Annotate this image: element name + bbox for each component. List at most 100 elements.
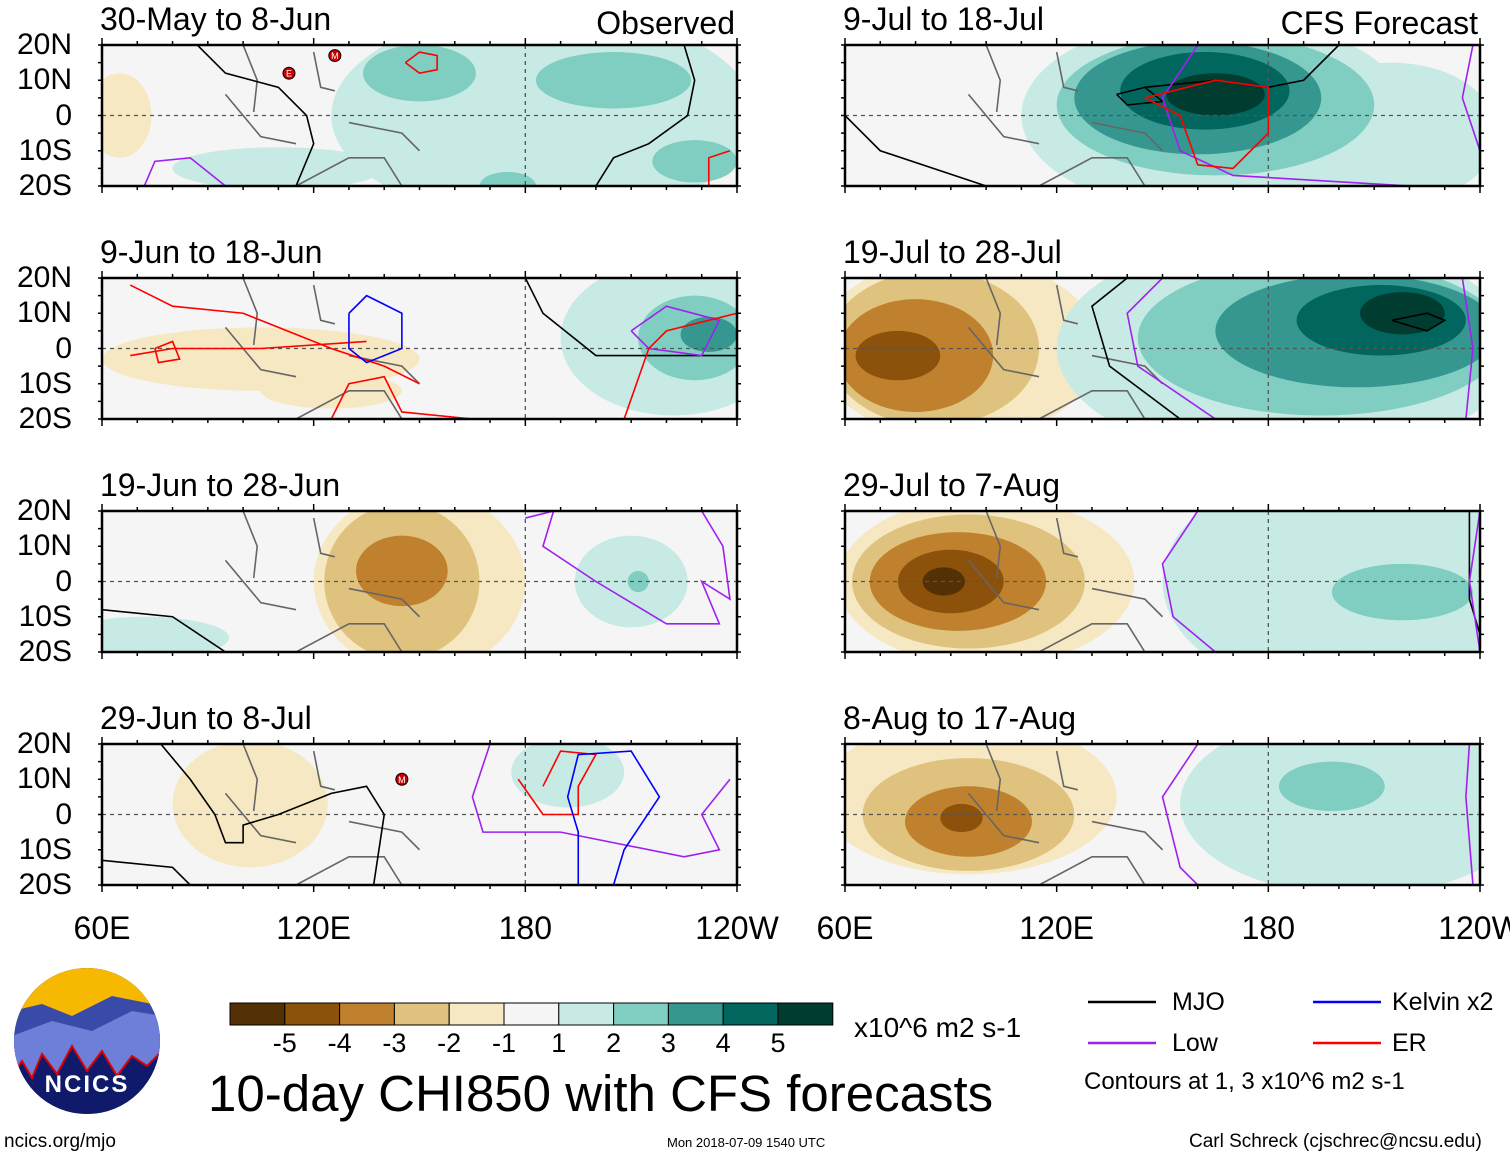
mjo-contour [1116,86,1165,106]
lon-label: 120E [1019,910,1095,946]
low-contour [471,744,731,858]
lat-label: 0 [55,797,72,831]
colorbar-label: -1 [491,1028,517,1058]
er-contour [1144,79,1270,170]
anomaly-region [1180,744,1480,885]
anomaly-region [1360,292,1445,335]
lat-label: 10N [16,296,72,330]
colorbar-label: -5 [272,1028,297,1058]
colorbar-swatch [284,1002,341,1026]
colorbar-swatch [667,1002,724,1026]
anomaly-region [855,330,941,381]
coastline [967,278,1164,419]
er-contour [129,284,420,385]
mjo-contour [1468,511,1480,635]
lon-label: 120W [695,910,779,946]
kel-contour [348,294,403,364]
colorbar-swatch [558,1002,615,1026]
lat-label: 20S [18,635,72,668]
lat-label: 20S [18,402,72,435]
panel-title: 8-Aug to 17-Aug [843,700,1077,736]
legend-kelvin-label: Kelvin x2 [1392,988,1494,1016]
colorbar-label: 2 [606,1028,622,1058]
colorbar-swatch [722,1002,779,1026]
low-contour [1468,511,1480,652]
panel-title: 29-Jun to 8-Jul [100,700,312,736]
lat-label: 10N [16,529,72,563]
colorbar-swatch [229,1002,286,1026]
ncics-logo: NCICS [12,966,162,1116]
map-panel-right-1 [841,271,1484,426]
anomaly-region [356,535,448,607]
anomaly-region [511,744,625,808]
coastline [224,45,421,186]
storm-marker-label: M [331,51,339,61]
low-contour [143,156,226,186]
lon-label: 60E [73,910,131,946]
coastline [967,511,1164,652]
colorbar-label: 4 [715,1028,731,1058]
coastline [967,45,1164,186]
er-contour [154,340,181,364]
map-panel-left-3: M [98,737,741,892]
lat-label: 20S [18,868,72,901]
lat-label: 10N [16,762,72,796]
kel-contour [566,750,661,885]
panel-title: 19-Jun to 28-Jun [100,467,341,503]
mjo-contour [196,45,315,186]
footer-url[interactable]: ncics.org/mjo [4,1131,116,1152]
panel-header: Observed [596,5,735,41]
low-contour [1161,45,1410,186]
anomaly-region [940,803,983,833]
colorbar-label: -4 [327,1028,352,1058]
coastline [224,278,421,419]
lat-label: 10S [18,832,72,866]
map-panel-left-1 [98,271,741,426]
low-contour [1161,744,1199,885]
lat-label: 20N [16,28,72,61]
mjo-contour [102,608,226,652]
legend-er-label: ER [1392,1029,1427,1057]
panel-title: 29-Jul to 7-Aug [843,467,1061,503]
map-panel-right-0 [841,38,1484,193]
storm-marker-icon [328,49,342,63]
footer-credit: Carl Schreck (cjschrec@ncsu.edu) [1189,1131,1482,1152]
map-panel-right-3 [841,737,1484,892]
lat-label: 20N [16,727,72,760]
lon-label: 60E [816,910,874,946]
legend-low-label: Low [1172,1029,1218,1057]
mjo-contour [524,278,737,357]
colorbar-units: x10^6 m2 s-1 [854,1012,1022,1043]
storm-marker-label: E [286,69,292,79]
lat-label: 10S [18,133,72,167]
panel-title: 9-Jun to 18-Jun [100,234,323,270]
logo-text: NCICS [45,1071,130,1098]
storm-marker-icon [395,772,409,786]
er-contour [130,340,367,357]
panel-title: 9-Jul to 18-Jul [843,1,1044,37]
mjo-contour [1391,312,1447,332]
er-contour [517,750,598,816]
anomaly-region [652,140,737,183]
mjo-contour [845,114,1057,186]
colorbar [229,1002,834,1026]
lat-label: 20S [18,169,72,202]
contour-note: Contours at 1, 3 x10^6 m2 s-1 [1084,1068,1405,1095]
map-panel-left-2 [98,504,741,659]
coastline [224,744,421,885]
er-contour [330,375,473,419]
anomaly-region [535,52,692,109]
colorbar-label: 5 [770,1028,786,1058]
panel-header: CFS Forecast [1280,5,1478,41]
low-contour [1126,278,1216,419]
colorbar-swatch [339,1002,395,1026]
colorbar-swatch [503,1002,560,1026]
low-contour [1461,45,1480,152]
mjo-contour [102,859,191,885]
colorbar-swatch [613,1002,669,1026]
anomaly-region [102,616,229,652]
coastline [967,744,1164,885]
anomaly-region [479,171,536,186]
